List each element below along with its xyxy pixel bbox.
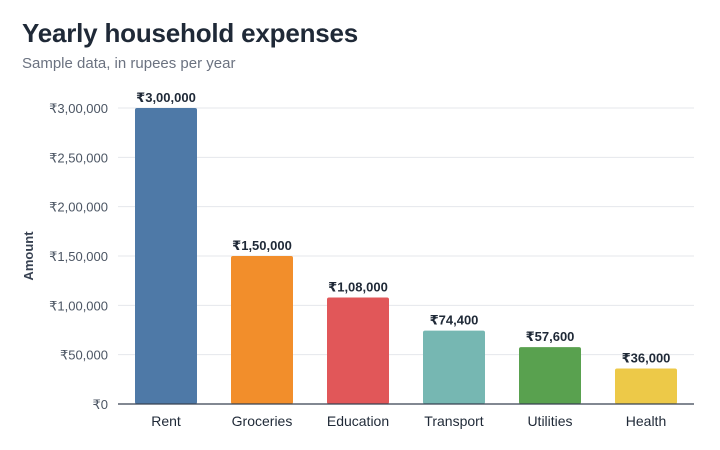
value-labels: ₹3,00,000 ₹1,50,000 ₹1,08,000 ₹74,400 ₹57,60… xyxy=(136,90,670,365)
y-tick-label: ₹1,50,000 xyxy=(49,249,108,264)
y-tick-label: ₹1,00,000 xyxy=(49,298,108,313)
y-tick-label: ₹2,50,000 xyxy=(49,150,108,165)
value-label: ₹57,600 xyxy=(526,329,575,344)
value-label: ₹1,08,000 xyxy=(328,279,388,294)
y-axis-ticks: ₹0 ₹50,000 ₹1,00,000 ₹1,50,000 ₹2,00,000 ₹2,5… xyxy=(49,101,108,412)
bars xyxy=(135,108,677,404)
bar-utilities xyxy=(519,347,581,404)
bar-transport xyxy=(423,330,485,404)
x-tick-label: Rent xyxy=(151,413,181,429)
bar-health xyxy=(615,368,677,404)
x-tick-label: Education xyxy=(327,413,389,429)
x-tick-label: Health xyxy=(626,413,666,429)
grid-lines xyxy=(118,107,694,356)
value-label: ₹3,00,000 xyxy=(136,90,196,105)
x-tick-label: Utilities xyxy=(527,413,572,429)
value-label: ₹74,400 xyxy=(430,313,479,328)
y-tick-label: ₹0 xyxy=(92,397,108,412)
y-tick-label: ₹50,000 xyxy=(60,348,108,363)
x-axis-labels: Rent Groceries Education Transport Utilities… xyxy=(151,413,666,429)
x-tick-label: Transport xyxy=(424,413,484,429)
x-tick-label: Groceries xyxy=(232,413,293,429)
y-tick-label: ₹3,00,000 xyxy=(49,101,108,116)
chart-subtitle: Sample data, in rupees per year xyxy=(22,55,236,72)
y-tick-label: ₹2,00,000 xyxy=(49,200,108,215)
value-label: ₹1,50,000 xyxy=(232,238,292,253)
bar-education xyxy=(327,297,389,404)
bar-rent xyxy=(135,108,197,404)
y-axis-title: Amount xyxy=(21,231,36,281)
value-label: ₹36,000 xyxy=(622,350,671,365)
chart-title: Yearly household expenses xyxy=(22,18,359,48)
bar-groceries xyxy=(231,256,293,404)
